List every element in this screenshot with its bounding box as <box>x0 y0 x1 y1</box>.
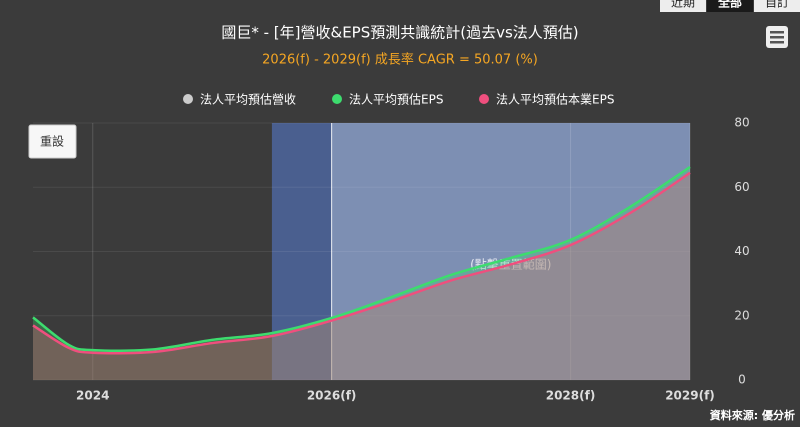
reset-button[interactable] <box>28 124 77 159</box>
tab-label[interactable]: 自訂 <box>765 0 789 10</box>
y-tick-label: 40 <box>734 244 749 258</box>
y-tick-label: 80 <box>734 116 749 130</box>
tab[interactable] <box>660 0 706 12</box>
x-tick-label: 2028(f) <box>546 389 596 403</box>
y-tick-label: 20 <box>734 308 749 322</box>
source: 資料來源: 優分析 <box>710 408 795 422</box>
legend-label: 法人平均預估營收 <box>200 93 296 107</box>
x-tick-label: 2029(f) <box>665 389 715 403</box>
tab-label[interactable]: 近期 <box>671 0 695 10</box>
area <box>33 172 690 380</box>
legend-marker <box>479 94 489 104</box>
chart-title: 國巨* - [年]營收&EPS預測共識統計(過去vs法人預估) <box>221 24 578 42</box>
chart-subtitle: 2026(f) - 2029(f) 成長率 CAGR = 50.07 (%) <box>262 52 538 68</box>
legend-marker <box>332 94 342 104</box>
tab[interactable] <box>754 0 800 12</box>
x-tick-label: 2024 <box>76 389 109 403</box>
menu-icon[interactable] <box>766 26 788 48</box>
plot-band <box>271 123 332 380</box>
y-tick-label: 60 <box>734 180 749 194</box>
plot-band <box>331 123 690 380</box>
legend-label: 法人平均預估本業EPS <box>496 93 614 107</box>
reset-button-label[interactable]: 重設 <box>40 134 64 149</box>
line <box>32 171 691 355</box>
tab[interactable] <box>707 0 753 12</box>
tab-label[interactable]: 全部 <box>717 0 742 10</box>
legend-marker <box>183 94 193 104</box>
x-tick-label: 2026(f) <box>307 389 357 403</box>
y-tick-label: 0 <box>738 373 746 387</box>
area <box>33 167 690 380</box>
legend-label: 法人平均預估EPS <box>349 93 443 107</box>
line <box>32 165 691 352</box>
